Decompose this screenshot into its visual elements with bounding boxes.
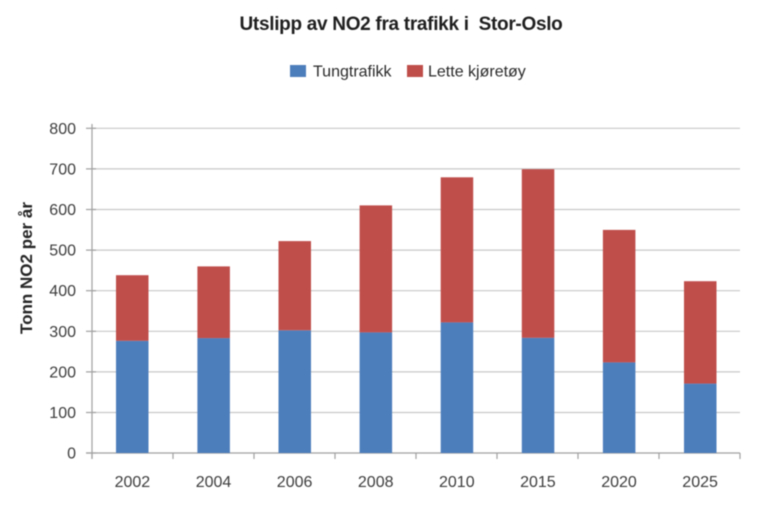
svg-text:600: 600: [49, 202, 76, 219]
svg-text:700: 700: [49, 161, 76, 178]
svg-text:Tonn NO2 per år: Tonn NO2 per år: [17, 202, 36, 334]
svg-text:Utslipp av NO2 fra trafikk i: Utslipp av NO2 fra trafikk i Stor-Oslo: [240, 14, 563, 35]
svg-text:200: 200: [49, 364, 76, 381]
svg-text:500: 500: [49, 243, 76, 260]
svg-text:300: 300: [49, 324, 76, 341]
svg-text:800: 800: [49, 121, 76, 138]
svg-text:Tungtrafikk: Tungtrafikk: [313, 64, 393, 81]
svg-text:Lette kjøretøy: Lette kjøretøy: [428, 64, 526, 81]
svg-text:2006: 2006: [277, 474, 313, 491]
svg-text:400: 400: [49, 283, 76, 300]
svg-text:2008: 2008: [358, 474, 394, 491]
svg-text:2015: 2015: [520, 474, 556, 491]
svg-text:100: 100: [49, 405, 76, 422]
svg-text:2002: 2002: [115, 474, 151, 491]
svg-text:2004: 2004: [196, 474, 232, 491]
svg-text:0: 0: [67, 446, 76, 463]
svg-text:2020: 2020: [601, 474, 637, 491]
svg-text:2025: 2025: [682, 474, 718, 491]
svg-text:2010: 2010: [439, 474, 475, 491]
